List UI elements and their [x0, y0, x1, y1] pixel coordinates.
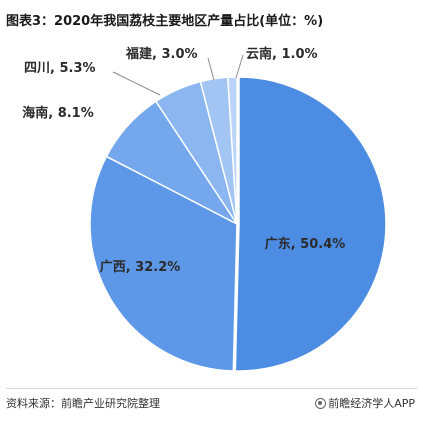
slice-label-2: 海南, 8.1%	[22, 105, 94, 121]
pie-slice-0	[234, 76, 387, 372]
leader-line-5	[235, 54, 244, 79]
footer-divider	[6, 388, 417, 389]
pie-slice-5	[226, 76, 238, 225]
chart-title: 图表3：2020年我国荔枝主要地区产量占比(单位：%)	[6, 14, 324, 29]
brand-label: 前瞻经济学人APP	[328, 397, 415, 410]
slice-label-0: 广东, 50.4%	[265, 236, 346, 252]
brand-mark: 前瞻经济学人APP	[315, 395, 415, 411]
leader-line-3	[112, 71, 161, 96]
pie-chart: 广东, 50.4% 广西, 32.2% 海南, 8.1% 四川, 5.3% 福建, 3.…	[22, 46, 387, 372]
pie-slice-1	[89, 155, 238, 372]
source-note: 资料来源：前瞻产业研究院整理	[6, 397, 160, 410]
slice-label-5: 云南, 1.0%	[246, 46, 318, 62]
leader-line-4	[207, 57, 215, 81]
slice-label-3: 四川, 5.3%	[24, 61, 96, 76]
brand-logo-icon	[315, 398, 327, 409]
slice-label-1: 广西, 32.2%	[100, 259, 181, 275]
slice-label-4: 福建, 3.0%	[125, 46, 198, 62]
